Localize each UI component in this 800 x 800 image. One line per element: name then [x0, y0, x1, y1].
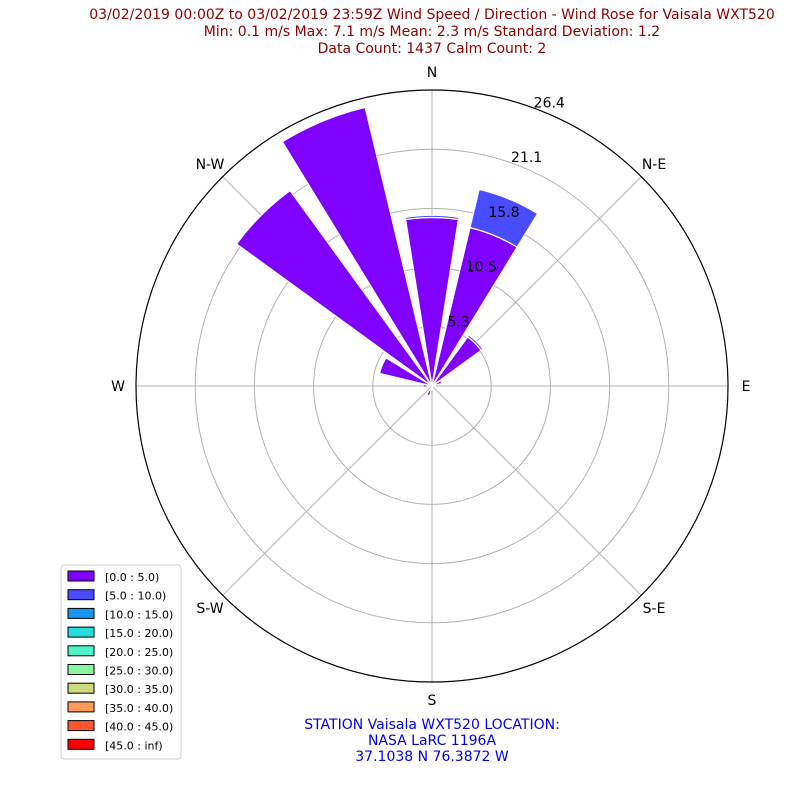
legend-label: [10.0 : 15.0) [105, 608, 173, 621]
wind-rose-bar-e [431, 384, 436, 388]
wind-rose-bar-nnw [281, 106, 433, 387]
legend-label: [15.0 : 20.0) [105, 627, 173, 640]
legend-swatch [67, 682, 95, 694]
radial-tick-label: 10.5 [466, 260, 497, 276]
radial-tick-labels: 5.3 10.5 15.8 21.1 26.4 [448, 96, 565, 331]
legend-swatch [67, 701, 95, 713]
legend-swatch [67, 589, 95, 601]
footer-line-2: NASA LaRC 1196A [368, 733, 496, 749]
wind-rose-bar-w [422, 383, 433, 389]
radial-tick-label: 15.8 [488, 205, 519, 221]
direction-label-e: E [742, 379, 751, 395]
legend-label: [40.0 : 45.0) [105, 721, 173, 734]
legend-label: [5.0 : 10.0) [105, 590, 166, 603]
direction-labels: N N-E E S-E S S-W W N-W [111, 65, 750, 709]
radial-tick-label: 26.4 [534, 96, 565, 112]
legend-label: [30.0 : 35.0) [105, 683, 173, 696]
legend-label: [35.0 : 40.0) [105, 702, 173, 715]
station-footer: STATION Vaisala WXT520 LOCATION: NASA La… [304, 717, 560, 765]
legend: [0.0 : 5.0) [5.0 : 10.0) [10.0 : 15.0) [15.… [60, 564, 182, 760]
direction-label-n-w: N-W [196, 157, 225, 173]
chart-title: 03/02/2019 00:00Z to 03/02/2019 23:59Z W… [89, 7, 774, 57]
wind-rose-bar-n [404, 214, 460, 221]
grid-spoke [222, 385, 433, 596]
direction-label-s: S [428, 693, 437, 709]
legend-swatch [67, 664, 95, 675]
footer-line-3: 37.1038 N 76.3872 W [355, 749, 509, 765]
direction-label-s-w: S-W [196, 601, 223, 617]
legend-swatch [67, 607, 95, 619]
wind-rose-bar-ne [466, 334, 484, 352]
direction-label-n-e: N-E [642, 157, 666, 173]
wind-rose-bar-ssw [425, 385, 433, 397]
radial-tick-label: 21.1 [511, 150, 542, 166]
radial-tick-label: 5.3 [448, 314, 470, 330]
wind-rose-bars [235, 106, 539, 397]
wind-rose-bar-ene [431, 379, 443, 387]
legend-swatch [67, 720, 95, 732]
legend-swatch [67, 738, 95, 750]
wind-rose-bar-wnw [378, 357, 433, 387]
wind-rose-bar-nne [469, 188, 539, 248]
title-line-3: Data Count: 1437 Calm Count: 2 [318, 41, 547, 57]
title-line-2: Min: 0.1 m/s Max: 7.1 m/s Mean: 2.3 m/s … [204, 24, 660, 40]
legend-swatch [67, 626, 95, 638]
legend-label: [0.0 : 5.0) [105, 571, 159, 584]
grid-spoke [431, 385, 642, 596]
legend-swatch [67, 645, 95, 657]
legend-swatch [67, 570, 95, 582]
title-line-1: 03/02/2019 00:00Z to 03/02/2019 23:59Z W… [89, 7, 774, 23]
polar-outer-boundary [135, 89, 729, 683]
footer-line-1: STATION Vaisala WXT520 LOCATION: [304, 717, 560, 733]
direction-label-s-e: S-E [643, 601, 666, 617]
legend-items: [0.0 : 5.0) [5.0 : 10.0) [10.0 : 15.0) [15.… [67, 570, 173, 752]
legend-label: [20.0 : 25.0) [105, 646, 173, 659]
legend-label: [45.0 : inf) [105, 739, 163, 752]
legend-label: [25.0 : 30.0) [105, 665, 173, 678]
wind-rose-bar-nw [235, 189, 433, 387]
direction-label-w: W [111, 379, 125, 395]
direction-label-n: N [427, 65, 437, 81]
